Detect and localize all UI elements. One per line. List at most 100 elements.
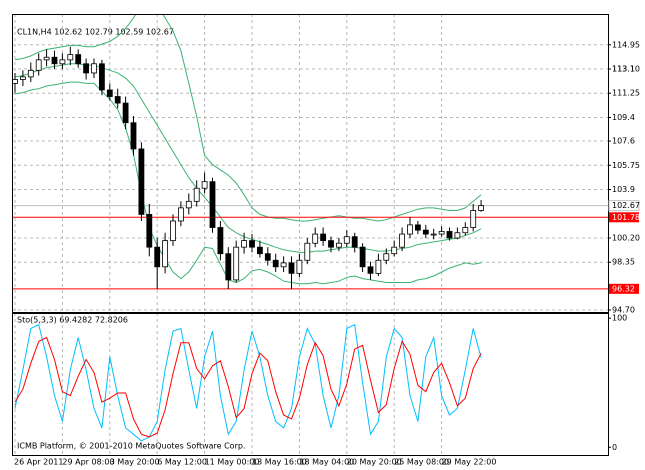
candle-body xyxy=(343,236,350,244)
y-tick-label: 113.10 xyxy=(612,65,640,74)
candle-body xyxy=(241,240,248,248)
candle-body xyxy=(454,232,461,239)
candle-body xyxy=(446,231,453,239)
copyright: ICMB Platform, © 2001-2010 MetaQuotes So… xyxy=(17,442,246,451)
x-tick-label: 11 May 00:00 xyxy=(205,458,260,467)
candle-body xyxy=(296,259,303,274)
y-tick-label: 105.75 xyxy=(612,161,640,170)
stochastic-line xyxy=(14,323,482,442)
y-tick-label: 100 xyxy=(612,314,627,323)
candle-body xyxy=(154,246,161,268)
candle-body xyxy=(430,233,437,236)
candle-body xyxy=(67,54,74,61)
bollinger-band xyxy=(14,15,482,222)
stochastic-plot xyxy=(14,314,482,455)
candle-body xyxy=(288,262,295,274)
candle-body xyxy=(249,240,255,248)
price-title: CL1N,H4 102.62 102.79 102.59 102.67 xyxy=(17,28,174,37)
candle-body xyxy=(27,69,34,78)
price-box xyxy=(609,283,639,294)
candle-body xyxy=(51,56,58,65)
candle-body xyxy=(312,233,319,244)
candle-body xyxy=(59,59,66,65)
candle-body xyxy=(106,89,113,97)
y-tick-label: 113.1 xyxy=(612,65,635,74)
candle-body xyxy=(399,233,406,248)
candle-body xyxy=(114,96,121,104)
price-box-label: 96.32 xyxy=(612,284,635,293)
stochastic-line xyxy=(14,336,482,438)
candle-body xyxy=(83,63,89,74)
stochastic-title: Sto(5,3,3) 69.4282 72.8206 xyxy=(17,316,128,325)
y-tick-label: 103.9 xyxy=(612,185,635,194)
x-tick-label: 20 May 20:00 xyxy=(347,458,402,467)
x-tick-label: 29 Apr 08:00 xyxy=(62,458,114,467)
stochastic-panel xyxy=(12,313,609,456)
y-tick-label: 0 xyxy=(612,443,617,452)
candle-body xyxy=(209,181,216,228)
price-box xyxy=(609,212,639,223)
candle-body xyxy=(233,246,240,281)
candle-body xyxy=(256,246,263,255)
candle-body xyxy=(91,63,97,74)
price-panel xyxy=(12,14,609,313)
candle-body xyxy=(130,122,137,150)
candle-body xyxy=(162,240,169,268)
candle-body xyxy=(383,253,390,261)
candle-body xyxy=(414,224,421,231)
candle-body xyxy=(272,259,279,268)
candle-body xyxy=(138,148,145,215)
candle-body xyxy=(478,205,485,211)
y-tick-label: 111.25 xyxy=(612,89,640,98)
candle-body xyxy=(201,181,208,189)
candle-body xyxy=(13,79,18,84)
candle-body xyxy=(225,253,232,281)
last-price-label: 102.67 xyxy=(612,201,640,210)
candle-body xyxy=(122,102,129,124)
candle-body xyxy=(351,236,358,248)
x-tick-label: 13 May 16:00 xyxy=(252,458,307,467)
candle-body xyxy=(359,246,366,268)
candle-body xyxy=(35,59,42,71)
candle-body xyxy=(193,187,200,202)
candle-body xyxy=(177,207,184,222)
candle-body xyxy=(43,56,50,61)
candle-body xyxy=(391,246,398,255)
candle-body xyxy=(335,242,342,248)
candle-body xyxy=(185,200,192,209)
candle-body xyxy=(280,262,287,268)
candle-body xyxy=(170,220,176,242)
y-tick-label: 100.20 xyxy=(612,233,640,242)
candle-body xyxy=(367,266,374,274)
price-plot xyxy=(13,15,608,312)
y-tick-label: 94.70 xyxy=(612,306,635,315)
candle-body xyxy=(146,214,153,248)
candle-body xyxy=(470,210,477,228)
last-price-box xyxy=(608,200,640,212)
candle-body xyxy=(217,227,224,255)
candle-body xyxy=(328,240,334,248)
x-tick-label: 6 May 12:00 xyxy=(157,458,207,467)
candle-body xyxy=(407,224,413,235)
x-tick-label: 29 May 22:00 xyxy=(442,458,497,467)
x-tick-label: 25 May 08:00 xyxy=(394,458,449,467)
candle-body xyxy=(438,231,445,235)
bollinger-band xyxy=(14,63,482,253)
x-tick-label: 26 Apr 2011 xyxy=(14,458,63,467)
candle-body xyxy=(462,227,469,234)
y-tick-label: 98.35 xyxy=(612,258,635,267)
candle-body xyxy=(99,63,105,91)
price-box-label: 101.78 xyxy=(612,213,640,222)
candle-body xyxy=(19,76,26,80)
candle-body xyxy=(320,233,327,242)
x-tick-label: 18 May 04:00 xyxy=(299,458,354,467)
y-tick-label: 109.4 xyxy=(612,113,635,122)
candle-body xyxy=(264,253,271,261)
candle-body xyxy=(304,242,311,261)
x-tick-label: 3 May 20:00 xyxy=(110,458,160,467)
candle-body xyxy=(375,259,382,274)
y-tick-label: 107.6 xyxy=(612,137,635,146)
bollinger-band xyxy=(14,81,482,285)
y-tick-label: 114.95 xyxy=(612,40,640,49)
